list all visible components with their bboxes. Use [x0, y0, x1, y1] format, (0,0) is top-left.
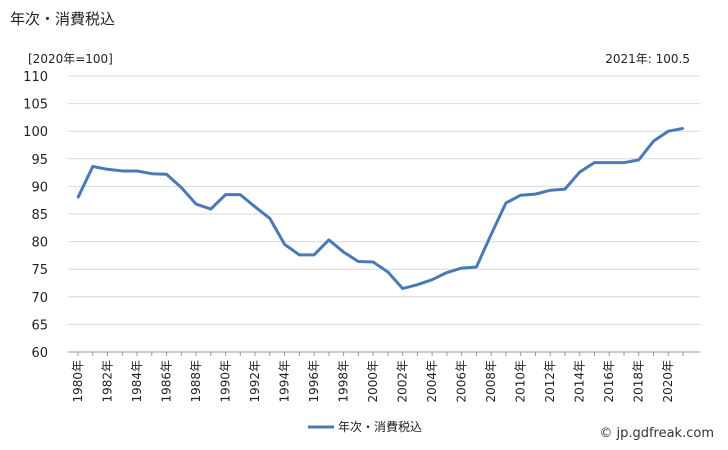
data-point-1980	[76, 196, 80, 199]
y-tick-label-75: 75	[31, 263, 48, 278]
x-tick-label-1988: 1988年	[189, 360, 203, 403]
data-point-2011	[534, 192, 537, 196]
data-point-1983	[121, 169, 124, 173]
data-point-2000	[371, 260, 375, 264]
x-tick-label-2018: 2018年	[632, 360, 646, 403]
data-point-1999	[357, 260, 360, 263]
y-tick-label-95: 95	[31, 153, 48, 168]
data-point-1997	[327, 238, 331, 242]
data-point-2016	[608, 161, 611, 164]
data-point-1994	[283, 243, 286, 246]
x-tick-label-1998: 1998年	[337, 360, 351, 403]
data-point-1985	[150, 172, 153, 175]
data-point-2021	[681, 127, 685, 130]
data-point-1988	[194, 202, 198, 206]
x-tick-label-1992: 1992年	[248, 360, 262, 403]
data-point-1990	[224, 193, 227, 196]
data-point-1995	[298, 253, 301, 257]
data-point-2017	[622, 161, 626, 164]
data-point-2013	[563, 187, 567, 191]
x-tick-label-2014: 2014年	[573, 360, 587, 403]
x-tick-label-2012: 2012年	[543, 360, 557, 403]
x-tick-label-2004: 2004年	[425, 360, 439, 403]
data-point-2010	[519, 194, 522, 197]
data-point-2014	[578, 170, 581, 174]
data-point-2019	[652, 139, 655, 143]
data-point-2008	[489, 233, 493, 236]
data-point-1986	[165, 173, 168, 176]
data-point-2005	[445, 271, 449, 274]
x-tick-label-1994: 1994年	[278, 360, 292, 403]
x-tick-label-2010: 2010年	[514, 360, 528, 403]
x-tick-label-2016: 2016年	[602, 360, 616, 403]
data-point-2009	[504, 201, 508, 205]
y-tick-label-60: 60	[31, 346, 48, 361]
y-tick-label-105: 105	[23, 98, 48, 113]
data-point-2006	[460, 266, 463, 270]
x-tick-label-1990: 1990年	[219, 360, 233, 403]
data-point-1981	[91, 165, 94, 168]
x-tick-label-2002: 2002年	[396, 360, 410, 403]
legend-label: 年次・消費税込	[338, 419, 422, 434]
page-title: 年次・消費税込	[10, 10, 116, 28]
data-point-2007	[475, 265, 478, 269]
latest-value-label: 2021年: 100.5	[605, 52, 690, 66]
data-point-2020	[667, 130, 670, 133]
data-point-1984	[135, 169, 139, 173]
series-line	[76, 126, 684, 291]
x-tick-label-1986: 1986年	[160, 360, 174, 403]
y-tick-label-100: 100	[23, 125, 48, 140]
x-tick-label-1984: 1984年	[130, 360, 144, 403]
data-point-2001	[386, 270, 390, 274]
y-tick-label-90: 90	[31, 180, 48, 195]
data-point-1998	[342, 250, 345, 254]
data-point-1993	[268, 217, 272, 220]
y-tick-label-70: 70	[31, 291, 48, 306]
x-tick-label-1980: 1980年	[71, 360, 85, 403]
y-tick-label-80: 80	[31, 236, 48, 251]
data-point-1996	[312, 253, 316, 257]
y-tick-label-65: 65	[31, 318, 48, 333]
data-point-2012	[548, 189, 552, 192]
data-point-1989	[209, 207, 213, 211]
x-tick-label-2000: 2000年	[366, 360, 380, 403]
data-point-2018	[637, 158, 640, 162]
data-point-1982	[106, 168, 109, 171]
data-point-2015	[593, 161, 596, 164]
x-tick-label-2006: 2006年	[455, 360, 469, 403]
data-point-2004	[430, 278, 434, 281]
data-point-2002	[401, 287, 404, 290]
site-credit: © jp.gdfreak.com	[599, 426, 714, 441]
data-point-1992	[253, 205, 257, 209]
y-tick-label-110: 110	[23, 70, 48, 85]
data-point-1991	[239, 193, 242, 196]
data-point-1987	[180, 186, 183, 189]
x-tick-label-2020: 2020年	[661, 360, 675, 403]
y-tick-label-85: 85	[31, 208, 48, 223]
x-tick-label-2008: 2008年	[484, 360, 498, 403]
x-tick-label-1982: 1982年	[101, 360, 115, 403]
data-point-2003	[416, 283, 419, 286]
x-tick-label-1996: 1996年	[307, 360, 321, 403]
unit-label: [2020年=100]	[28, 52, 113, 66]
